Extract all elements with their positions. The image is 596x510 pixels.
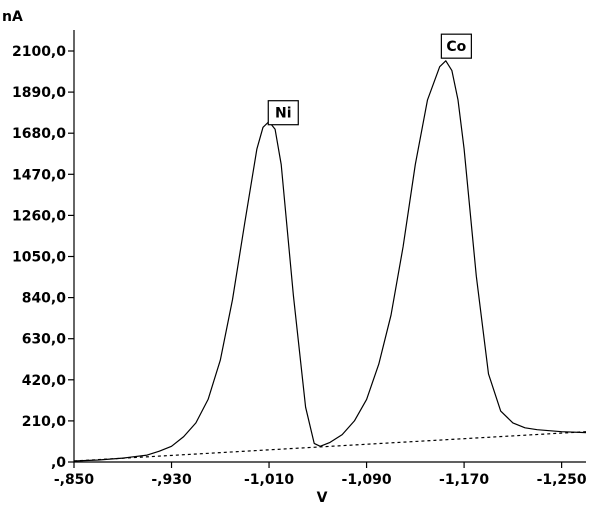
y-axis-ticks: ,0 210,0 420,0 630,0 840,0 1050,0 1260,0 1470,0…: [12, 44, 74, 471]
y-tick-label: 1890,0: [12, 85, 66, 101]
peak-label-text: Co: [446, 39, 466, 55]
baseline-series-line: [73, 431, 587, 462]
current-series-line: [73, 60, 587, 462]
y-tick-label: 420,0: [22, 373, 67, 389]
x-axis-title: V: [317, 490, 328, 506]
x-tick-label: -1,170: [439, 472, 489, 488]
y-tick-label: 1680,0: [12, 126, 66, 142]
peak-annotations: Ni Co: [267, 33, 472, 126]
y-tick-label: 1470,0: [12, 167, 66, 183]
series-layer: [73, 60, 587, 462]
y-tick-label: 1260,0: [12, 208, 66, 224]
x-axis-ticks: -,850 -,930 -1,010 -1,090 -1,170 -1,250: [54, 462, 587, 488]
y-axis-title: nA: [2, 9, 23, 25]
peak-label-text: Ni: [275, 106, 292, 122]
x-tick-label: -1,090: [342, 472, 392, 488]
peak-label-box: [267, 100, 299, 126]
x-tick-label: -1,010: [244, 472, 294, 488]
y-tick-label: 1050,0: [12, 250, 66, 266]
peak-label-box: [440, 33, 472, 59]
y-tick-label: ,0: [51, 455, 66, 471]
y-tick-label: 630,0: [22, 332, 67, 348]
y-tick-label: 840,0: [22, 291, 67, 307]
y-tick-label: 210,0: [22, 414, 67, 430]
x-tick-label: -,850: [54, 472, 95, 488]
x-tick-label: -1,250: [537, 472, 587, 488]
x-tick-label: -,930: [151, 472, 192, 488]
y-tick-label: 2100,0: [12, 44, 66, 60]
peak-label-ni: Ni: [267, 100, 299, 126]
peak-label-co: Co: [440, 33, 472, 59]
